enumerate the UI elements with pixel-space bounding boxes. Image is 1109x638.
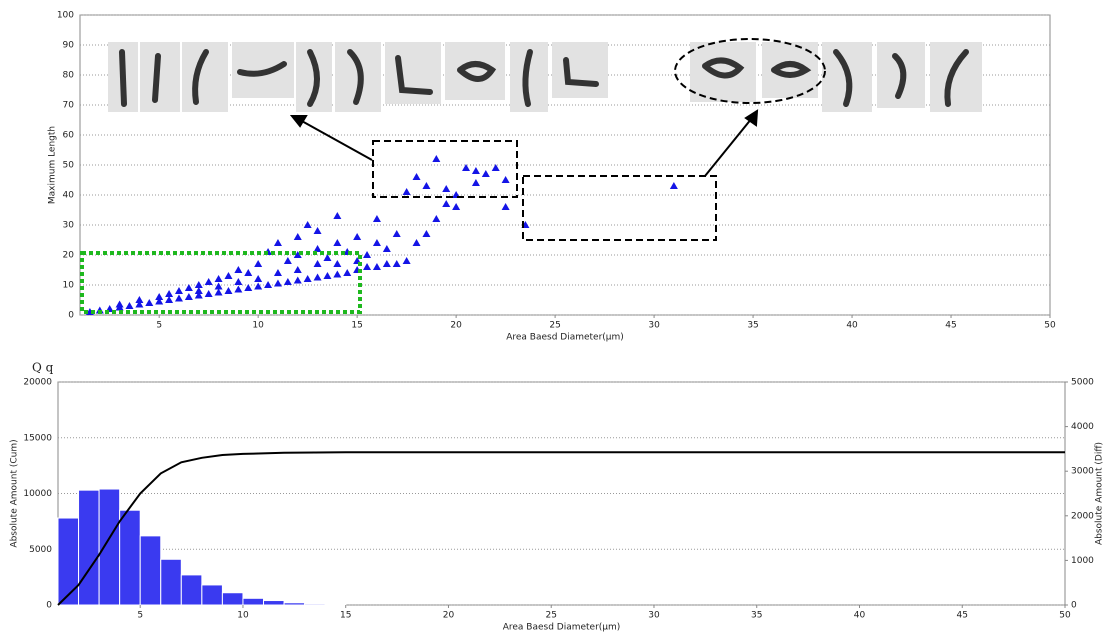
y-tick-label: 100 [57, 11, 74, 21]
x-tick-label: 25 [545, 611, 556, 621]
x-tick-label: 45 [957, 611, 968, 621]
bar [243, 598, 264, 605]
x-tick-label: 50 [1044, 321, 1056, 331]
x-axis-title: Area Baesd Diameter(μm) [503, 623, 621, 633]
x-tick-label: 50 [1059, 611, 1071, 621]
y-tick-label: 40 [63, 191, 75, 201]
x-tick-label: 40 [854, 611, 866, 621]
y2-axis-title: Absolute Amount (Diff) [1095, 442, 1105, 545]
x-tick-label: 35 [751, 611, 762, 621]
y-tick-label: 50 [63, 161, 75, 171]
y-tick-label: 90 [63, 41, 75, 51]
bar [58, 518, 79, 605]
x-tick-label: 30 [648, 321, 660, 331]
bar [305, 604, 326, 605]
y-tick-label: 15000 [23, 433, 52, 443]
y2-tick-label: 2000 [1071, 511, 1094, 521]
y2-tick-label: 3000 [1071, 467, 1094, 477]
bar [181, 575, 202, 605]
y-tick-label: 10 [63, 281, 75, 291]
x-tick-label: 20 [443, 611, 455, 621]
y2-tick-label: 5000 [1071, 378, 1094, 388]
x-axis-title: Area Baesd Diameter(μm) [506, 333, 624, 343]
y-tick-label: 20 [63, 251, 75, 261]
y-axis-title: Maximum Length [48, 126, 58, 204]
y-tick-label: 20000 [23, 378, 52, 388]
y2-tick-label: 0 [1071, 601, 1077, 611]
y-tick-label: 0 [46, 601, 52, 611]
x-tick-label: 30 [648, 611, 660, 621]
y-tick-label: 60 [63, 131, 75, 141]
x-tick-label: 35 [747, 321, 758, 331]
y-tick-label: 0 [68, 311, 74, 321]
y2-tick-label: 1000 [1071, 556, 1094, 566]
y-tick-label: 10000 [23, 489, 52, 499]
y-tick-label: 30 [63, 221, 75, 231]
x-tick-label: 15 [340, 611, 351, 621]
bar [222, 593, 243, 605]
x-tick-label: 5 [156, 321, 162, 331]
chart: 0102030405060708090100510152025303540455… [0, 0, 1109, 634]
bar [264, 601, 285, 605]
x-tick-label: 20 [450, 321, 462, 331]
bar [325, 604, 346, 605]
x-tick-label: 15 [351, 321, 362, 331]
x-tick-label: 40 [846, 321, 858, 331]
bar [284, 603, 305, 605]
x-tick-label: 10 [237, 611, 249, 621]
bar [99, 489, 120, 605]
y-tick-label: 5000 [29, 545, 52, 555]
x-tick-label: 45 [945, 321, 956, 331]
y-tick-label: 70 [63, 101, 75, 111]
bar [79, 490, 100, 605]
x-tick-label: 25 [549, 321, 560, 331]
y2-tick-label: 4000 [1071, 422, 1094, 432]
x-tick-label: 5 [137, 611, 143, 621]
x-tick-label: 10 [252, 321, 264, 331]
y-tick-label: 80 [63, 71, 75, 81]
chart-title: Q q [32, 361, 54, 375]
bar [202, 585, 223, 605]
bar [120, 510, 141, 605]
y-axis-title: Absolute Amount (Cum) [10, 439, 20, 547]
bar [140, 536, 161, 605]
bar [161, 559, 182, 605]
